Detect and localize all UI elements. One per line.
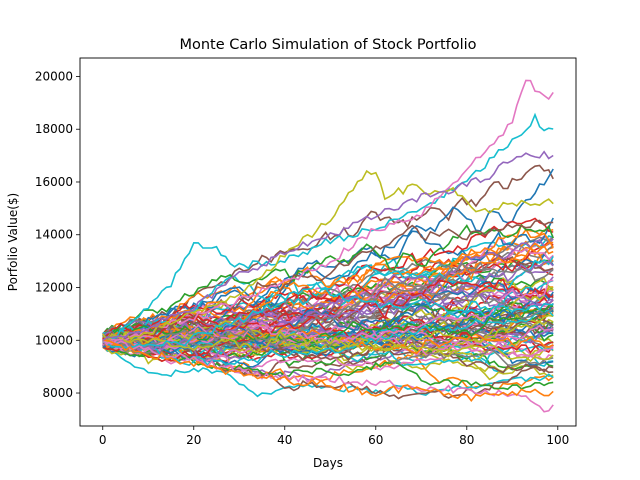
simulation-line — [102, 330, 554, 363]
simulation-line — [102, 112, 554, 342]
plot-area — [102, 79, 554, 413]
simulation-line — [102, 309, 554, 367]
x-tick-label: 100 — [546, 433, 569, 447]
simulation-line — [102, 217, 554, 338]
x-tick-label: 80 — [459, 433, 474, 447]
x-axis-label: Days — [313, 456, 343, 470]
y-tick-label: 8000 — [42, 386, 73, 400]
y-axis-label: Porfolio Value($) — [6, 193, 20, 291]
y-tick-label: 18000 — [35, 122, 73, 136]
x-tick-label: 20 — [186, 433, 201, 447]
simulation-line — [102, 308, 554, 357]
simulation-line — [102, 339, 554, 413]
simulation-line — [102, 304, 554, 344]
x-axis: 0 20 40 60 80 100 — [99, 426, 569, 447]
simulation-line — [102, 150, 554, 341]
simulation-line — [102, 339, 554, 402]
x-tick-label: 0 — [99, 433, 107, 447]
simulation-line — [102, 312, 554, 363]
simulation-line — [102, 169, 554, 344]
y-tick-label: 10000 — [35, 333, 73, 347]
y-tick-label: 12000 — [35, 281, 73, 295]
simulation-line — [102, 282, 554, 351]
y-tick-label: 14000 — [35, 228, 73, 242]
simulation-line — [102, 283, 554, 347]
y-tick-label: 16000 — [35, 175, 73, 189]
x-tick-label: 60 — [368, 433, 383, 447]
simulation-line — [102, 281, 554, 349]
chart-title: Monte Carlo Simulation of Stock Portfoli… — [179, 37, 476, 53]
y-tick-label: 20000 — [35, 69, 73, 83]
x-tick-label: 40 — [277, 433, 292, 447]
plot-frame — [79, 57, 577, 427]
simulation-line — [102, 79, 554, 342]
simulation-line — [102, 223, 554, 339]
simulation-line — [102, 256, 554, 335]
y-axis: 8000 10000 12000 14000 16000 18000 20000 — [35, 69, 80, 400]
